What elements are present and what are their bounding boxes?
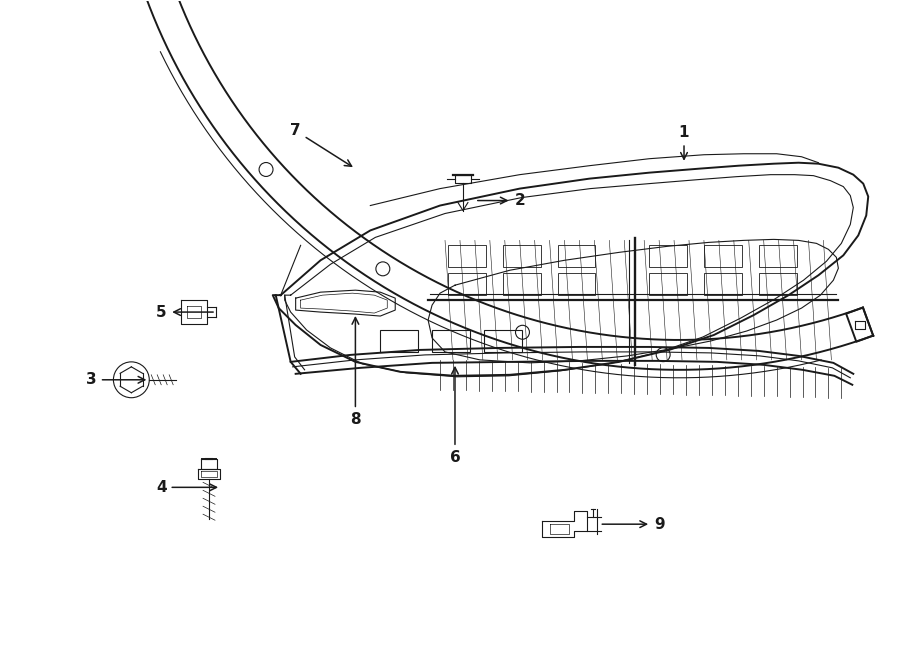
Bar [503,273,541,295]
Bar [557,245,596,267]
Text: 1: 1 [679,126,689,159]
Bar [448,273,486,295]
Text: 2: 2 [478,193,525,208]
Text: 6: 6 [450,368,461,465]
Text: 5: 5 [156,305,213,319]
Text: 9: 9 [602,517,664,531]
Text: 8: 8 [350,317,361,427]
Bar [759,245,796,267]
Bar [557,273,596,295]
Bar [649,273,687,295]
Text: 3: 3 [86,372,145,387]
Text: 7: 7 [291,124,352,167]
Bar [759,273,796,295]
Bar [649,245,687,267]
Text: 4: 4 [156,480,217,495]
Bar [432,330,470,352]
Bar [448,245,486,267]
Bar [704,245,742,267]
Bar [704,273,742,295]
Bar [484,330,522,352]
Bar [503,245,541,267]
Bar [381,330,418,352]
